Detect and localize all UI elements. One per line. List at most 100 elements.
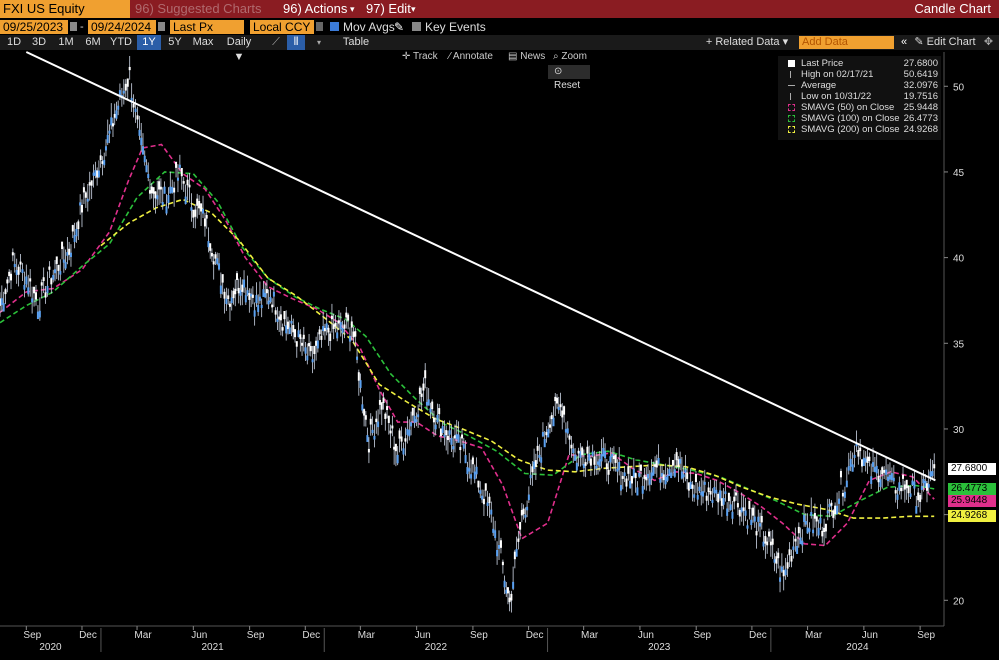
chart-legend: Last Price 27.6800 High on 02/17/21 50.641… — [778, 56, 941, 140]
candle-body — [815, 516, 818, 522]
period-3d[interactable]: 3D — [31, 36, 47, 48]
line-chart-icon[interactable]: ⟋ — [272, 36, 280, 48]
period-5y[interactable]: 5Y — [168, 36, 182, 48]
candle-body — [75, 228, 78, 237]
candle-body — [436, 414, 439, 423]
candle-body — [709, 491, 712, 495]
candle-body — [519, 521, 522, 530]
candle-body — [810, 512, 813, 516]
candle-body — [505, 589, 508, 594]
pencil-icon[interactable]: ✎ — [394, 20, 405, 34]
ticker-field[interactable]: FXI US Equity — [0, 0, 130, 18]
related-data-button[interactable]: + Related Data ▾ — [705, 36, 789, 48]
candle-body — [503, 580, 506, 588]
candle-body — [834, 505, 837, 515]
candle-body — [61, 241, 64, 250]
candle-body — [475, 466, 478, 475]
candle-body — [11, 252, 14, 256]
candle-chart-icon[interactable]: ⫴ — [287, 35, 305, 50]
candle-body — [369, 418, 372, 425]
candle-body — [104, 146, 107, 151]
calendar-icon[interactable] — [70, 22, 77, 31]
price-field-select[interactable]: Last Px — [170, 20, 244, 34]
candle-body — [838, 498, 841, 504]
start-date-field[interactable]: 09/25/2023 — [0, 20, 68, 34]
actions-menu[interactable]: 96) Actions — [283, 1, 348, 16]
related-data-label: Related Data — [715, 36, 780, 48]
period-max[interactable]: Max — [192, 36, 214, 48]
candle-body — [819, 517, 822, 524]
legend-key: SMAVG (100) on Close — [801, 113, 900, 124]
currency-dropdown-icon[interactable] — [316, 22, 323, 31]
candle-body — [698, 486, 701, 492]
candle-body — [922, 479, 925, 484]
candle-body — [150, 186, 153, 194]
candle-body — [629, 480, 632, 489]
candle-body — [792, 546, 795, 550]
chart-type-dropdown-icon[interactable]: ▾ — [316, 38, 321, 47]
candle-body — [88, 182, 91, 186]
candle-body — [143, 155, 146, 163]
x-tick-label: Jun — [862, 630, 878, 641]
actions-chevron-icon[interactable]: ▾ — [350, 4, 355, 14]
candle-body — [782, 570, 785, 577]
track-tool[interactable]: ✛ Track — [402, 51, 438, 62]
settings-icon[interactable]: ✥ — [983, 36, 994, 48]
candle-body — [696, 494, 699, 500]
y-tick-label: 20 — [953, 596, 965, 607]
candle-body — [128, 66, 131, 71]
candle-body — [847, 466, 850, 471]
candle-body — [182, 181, 185, 184]
zoom-tool[interactable]: ⌕ Zoom — [553, 51, 587, 62]
candle-body — [823, 527, 826, 532]
currency-select[interactable]: Local CCY — [250, 20, 314, 34]
candle-body — [713, 487, 716, 494]
edit-chart-button[interactable]: ✎ Edit Chart — [914, 36, 976, 48]
end-date-field[interactable]: 09/24/2024 — [88, 20, 156, 34]
suggested-charts-menu[interactable]: 96) Suggested Charts — [135, 1, 262, 16]
period-1d[interactable]: 1D — [6, 36, 22, 48]
candle-body — [36, 311, 39, 320]
candle-body — [662, 474, 665, 481]
candle-body — [264, 292, 267, 298]
candle-body — [452, 446, 455, 450]
candle-body — [775, 556, 778, 564]
candle-body — [402, 448, 405, 455]
candle-body — [803, 514, 806, 522]
ma-line-2 — [0, 171, 935, 518]
mov-avgs-checkbox[interactable] — [330, 22, 339, 31]
candle-body — [228, 303, 231, 307]
collapse-icon[interactable]: « — [900, 36, 908, 48]
period-1y[interactable]: 1Y — [137, 35, 161, 50]
annotate-tool[interactable]: ⁄ Annotate — [449, 51, 493, 62]
candle-body — [210, 252, 213, 257]
period-1m[interactable]: 1M — [58, 36, 74, 48]
key-events-checkbox[interactable] — [412, 22, 421, 31]
candle-body — [325, 323, 328, 330]
period-ytd[interactable]: YTD — [110, 36, 132, 48]
news-tool[interactable]: ▤ News — [508, 51, 546, 62]
edit-chevron-icon[interactable]: ▾ — [411, 4, 416, 14]
calendar-icon[interactable] — [158, 22, 165, 31]
table-button[interactable]: Table — [342, 36, 370, 48]
reset-button[interactable]: ⊙ Reset — [548, 65, 590, 91]
candle-body — [909, 493, 912, 497]
candle-body — [828, 504, 831, 508]
candle-body — [42, 277, 45, 282]
news-label: News — [520, 51, 546, 62]
candle-body — [196, 198, 199, 206]
candle-body — [857, 450, 860, 457]
period-6m[interactable]: 6M — [85, 36, 101, 48]
edit-menu[interactable]: 97) Edit — [366, 1, 411, 16]
candle-body — [680, 471, 683, 479]
candle-body — [384, 413, 387, 419]
zoom-label: Zoom — [561, 51, 587, 62]
x-year-label: 2023 — [648, 642, 671, 653]
candle-body — [411, 407, 414, 416]
frequency-select[interactable]: Daily ▼ — [226, 36, 252, 63]
candle-body — [790, 555, 793, 562]
add-data-input[interactable]: Add Data — [799, 36, 894, 49]
candle-body — [394, 443, 397, 452]
ma-line-1 — [0, 143, 935, 547]
